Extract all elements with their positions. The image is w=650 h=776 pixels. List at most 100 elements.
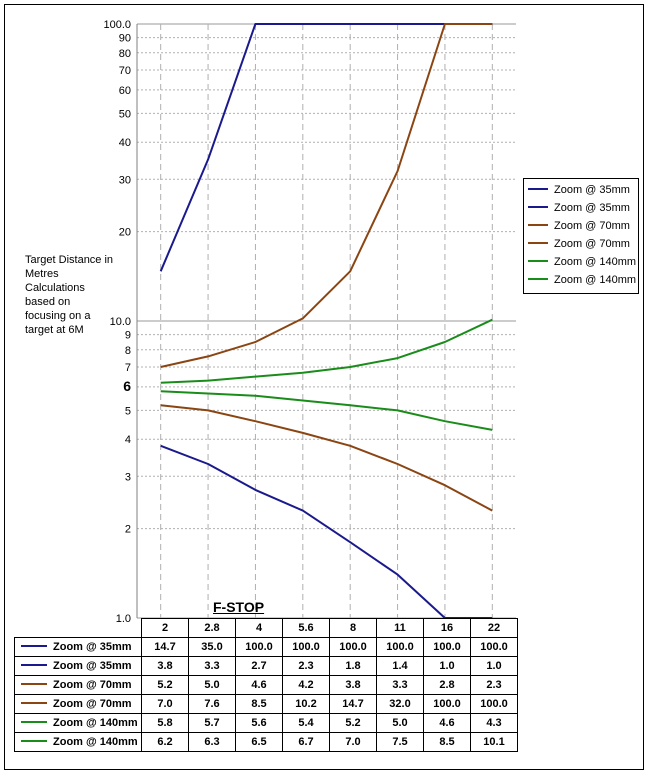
table-row-label: Zoom @ 35mm <box>14 637 142 657</box>
row-label-text: Zoom @ 70mm <box>53 679 132 691</box>
y-axis-label: Target Distance in Metres Calculations b… <box>25 253 125 337</box>
y-tick-label: 2 <box>125 524 131 536</box>
table-row: Zoom @ 35mm 14.7 35.0 100.0 100.0 100.0 … <box>14 637 518 657</box>
y-tick-label: 4 <box>125 434 131 446</box>
legend-entry-label: Zoom @ 140mm <box>554 256 637 268</box>
table-cell: 3.3 <box>188 656 236 676</box>
row-label-text: Zoom @ 140mm <box>53 717 138 729</box>
table-cell: 5.7 <box>188 713 236 733</box>
table-row-label: Zoom @ 140mm <box>14 732 142 752</box>
table-cell: 2.3 <box>470 675 518 695</box>
table-cell: 6.2 <box>141 732 189 752</box>
row-label-text: Zoom @ 35mm <box>53 641 132 653</box>
series-line <box>160 390 493 431</box>
y-tick-label: 8 <box>125 345 131 357</box>
row-label-text: Zoom @ 140mm <box>53 736 138 748</box>
legend-entry: Zoom @ 35mm <box>528 199 630 217</box>
row-swatch <box>21 702 47 705</box>
chart-frame <box>4 4 644 770</box>
table-cell: 5.4 <box>282 713 330 733</box>
y-axis-label-line: target at 6M <box>25 324 84 336</box>
table-row-label: Zoom @ 70mm <box>14 694 142 714</box>
table-corner <box>15 619 142 638</box>
row-swatch <box>21 721 47 724</box>
table-cell: 8.5 <box>235 694 283 714</box>
table-row: Zoom @ 140mm 6.2 6.3 6.5 6.7 7.0 7.5 8.5… <box>14 732 518 752</box>
y-axis-label-line: focusing on a <box>25 310 91 322</box>
legend-swatch <box>528 260 548 263</box>
table-cell: 6.7 <box>282 732 330 752</box>
table-cell: 5.0 <box>188 675 236 695</box>
table-cell: 1.0 <box>470 656 518 676</box>
series-line <box>159 23 493 272</box>
table-row-label: Zoom @ 70mm <box>14 675 142 695</box>
table-header-cell: 2 <box>141 618 189 638</box>
y-tick-label: 5 <box>125 405 131 417</box>
legend: Zoom @ 35mm Zoom @ 35mm Zoom @ 70mm Zoom… <box>523 178 639 294</box>
legend-swatch <box>528 206 548 209</box>
table-cell: 32.0 <box>376 694 424 714</box>
table-cell: 14.7 <box>141 637 189 657</box>
x-axis-title: F-STOP <box>213 599 265 615</box>
y-tick-label: 30 <box>119 174 131 186</box>
table-header-cell: 5.6 <box>282 618 330 638</box>
legend-entry-label: Zoom @ 140mm <box>554 274 637 286</box>
table-cell: 7.5 <box>376 732 424 752</box>
row-swatch <box>21 740 47 743</box>
y-tick-label: 3 <box>125 471 131 483</box>
legend-entry-label: Zoom @ 70mm <box>554 238 630 250</box>
legend-entry: Zoom @ 35mm <box>528 181 630 199</box>
y-tick-label: 50 <box>119 108 131 120</box>
table-cell: 100.0 <box>235 637 283 657</box>
legend-swatch <box>528 224 548 227</box>
table-row: Zoom @ 70mm 5.2 5.0 4.6 4.2 3.8 3.3 2.8 … <box>14 675 518 695</box>
table-cell: 7.0 <box>141 694 189 714</box>
row-swatch <box>21 664 47 667</box>
table-row: Zoom @ 70mm 7.0 7.6 8.5 10.2 14.7 32.0 1… <box>14 694 518 714</box>
table-header-cell: 4 <box>235 618 283 638</box>
y-tick-label: 60 <box>119 85 131 97</box>
table-cell: 14.7 <box>329 694 377 714</box>
table-cell: 1.0 <box>423 656 471 676</box>
table-cell: 100.0 <box>470 694 518 714</box>
series-line <box>160 404 493 512</box>
table-cell: 5.6 <box>235 713 283 733</box>
y-tick-label: 7 <box>125 362 131 374</box>
table-cell: 5.0 <box>376 713 424 733</box>
y-axis-label-line: Metres <box>25 268 59 280</box>
y-tick-label: 90 <box>119 33 131 45</box>
series-line <box>160 318 493 384</box>
table-header-row: 2 2.8 4 5.6 8 11 16 22 <box>15 618 518 638</box>
table-cell: 1.8 <box>329 656 377 676</box>
table-cell: 7.6 <box>188 694 236 714</box>
table-cell: 6.3 <box>188 732 236 752</box>
y-axis-label-line: based on <box>25 296 71 308</box>
y-tick-label: 1.0 <box>116 613 131 625</box>
y-tick-label: 70 <box>119 65 131 77</box>
row-label-text: Zoom @ 35mm <box>53 660 132 672</box>
legend-swatch <box>528 188 548 191</box>
table-row-label: Zoom @ 35mm <box>14 656 142 676</box>
table-header-cell: 22 <box>470 618 518 638</box>
table-row-label: Zoom @ 140mm <box>14 713 142 733</box>
table-cell: 3.8 <box>329 675 377 695</box>
row-label-text: Zoom @ 70mm <box>53 698 132 710</box>
y-tick-label: 6 <box>123 378 131 394</box>
y-tick-label: 40 <box>119 137 131 149</box>
table-cell: 8.5 <box>423 732 471 752</box>
table-header-cell: 16 <box>423 618 471 638</box>
table-cell: 4.2 <box>282 675 330 695</box>
table-cell: 3.8 <box>141 656 189 676</box>
table-row: Zoom @ 35mm 3.8 3.3 2.7 2.3 1.8 1.4 1.0 … <box>14 656 518 676</box>
legend-entry: Zoom @ 140mm <box>528 253 636 271</box>
table-cell: 4.3 <box>470 713 518 733</box>
y-tick-label: 10.0 <box>110 316 131 328</box>
legend-swatch <box>528 242 548 245</box>
y-axis-label-line: Calculations <box>25 282 85 294</box>
table-cell: 10.2 <box>282 694 330 714</box>
legend-entry: Zoom @ 70mm <box>528 235 630 253</box>
table-cell: 100.0 <box>423 637 471 657</box>
table-cell: 5.2 <box>141 675 189 695</box>
table-cell: 2.7 <box>235 656 283 676</box>
